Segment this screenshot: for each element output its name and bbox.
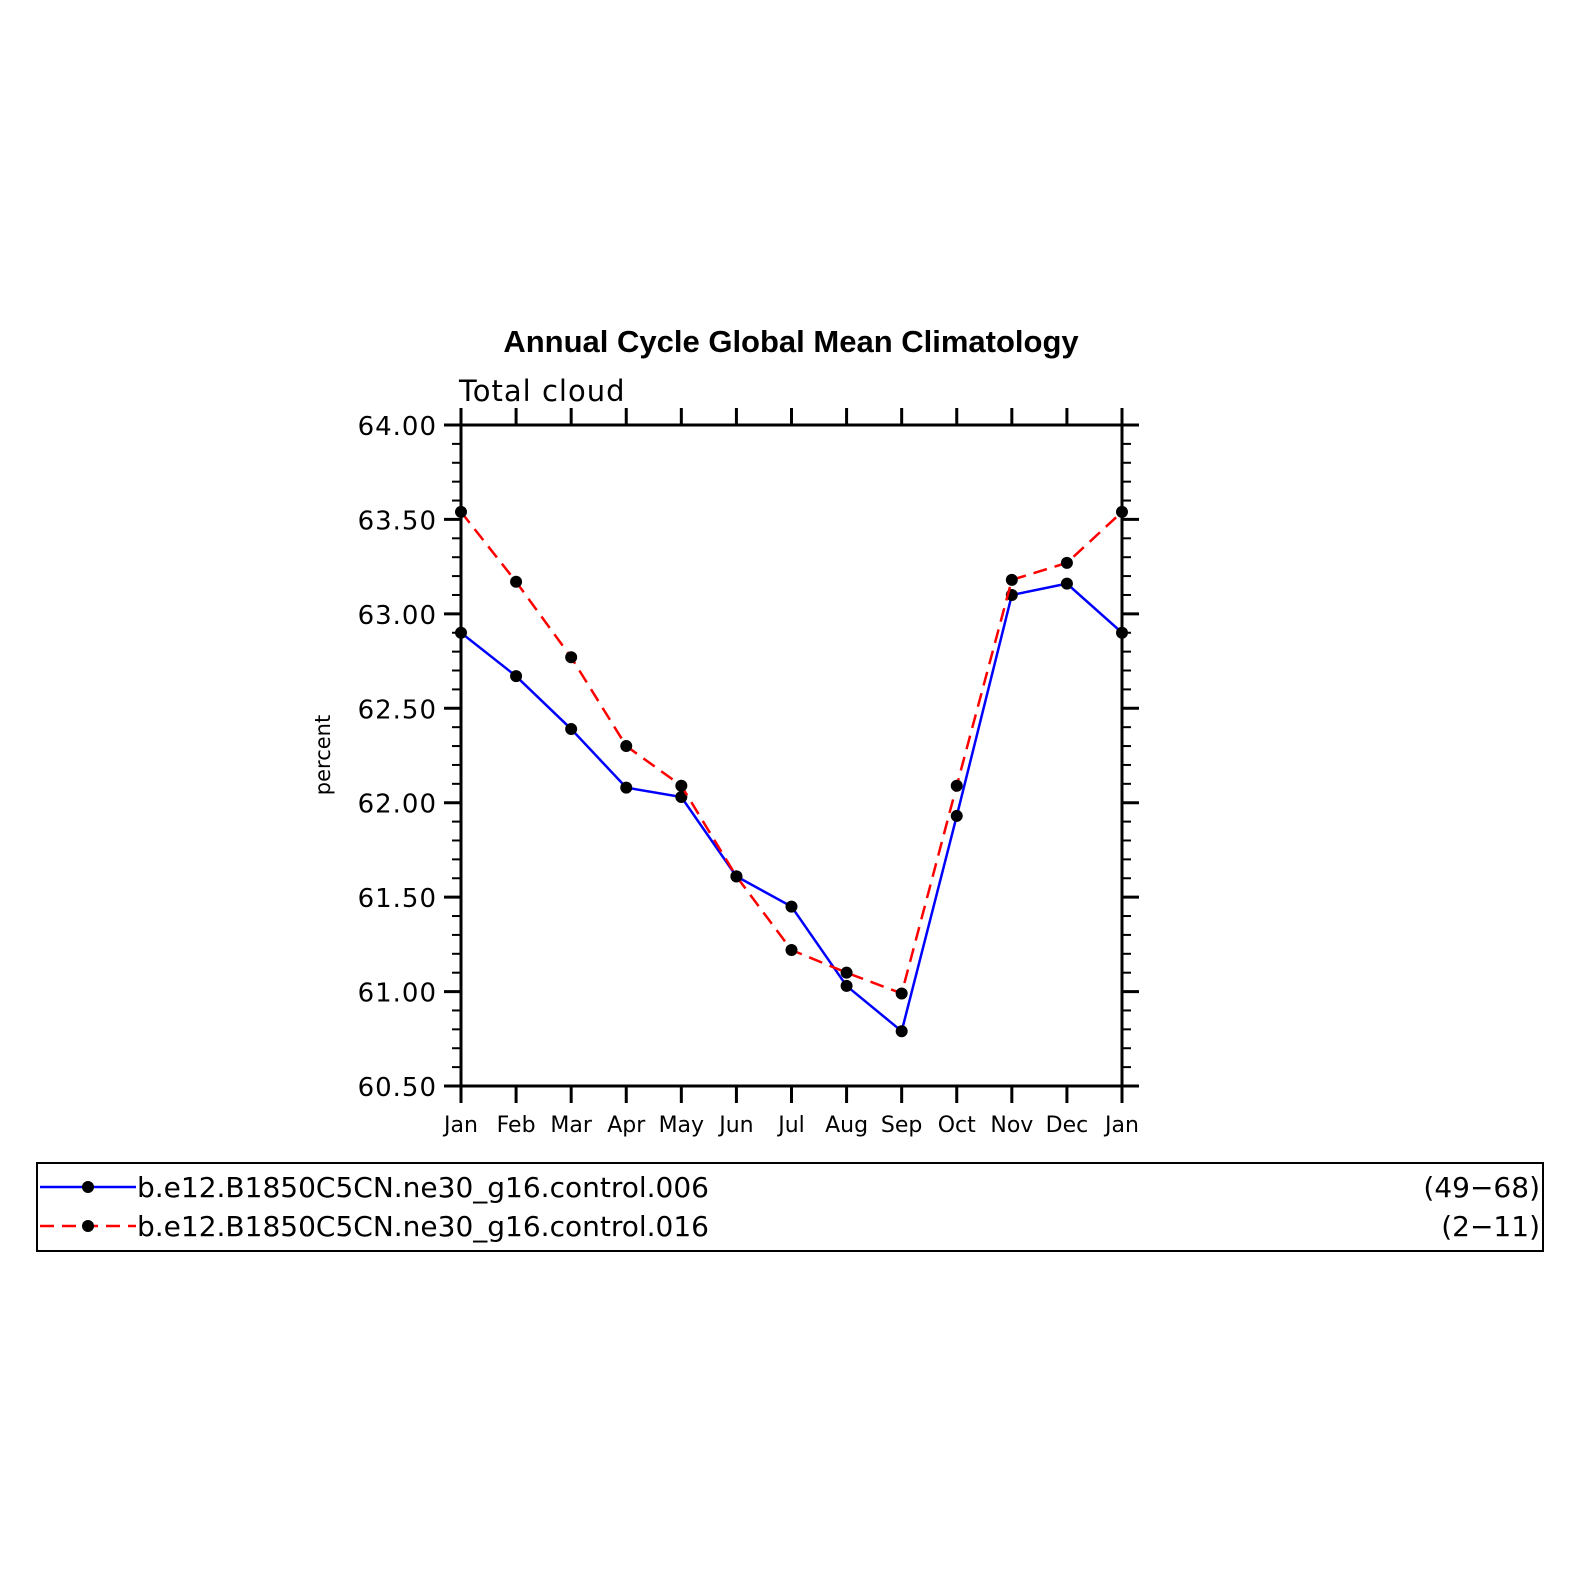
legend: b.e12.B1850C5CN.ne30_g16.control.006 (49−… xyxy=(36,1162,1544,1252)
series-line xyxy=(460,582,1123,1034)
data-point xyxy=(1116,626,1128,639)
data-series xyxy=(455,505,1128,1038)
data-point xyxy=(840,966,853,979)
chart-subtitle: Total cloud xyxy=(458,374,625,408)
data-point xyxy=(785,944,798,957)
legend-marker xyxy=(82,1220,94,1232)
x-tick-label: Apr xyxy=(607,1113,646,1138)
x-tick-label: Sep xyxy=(881,1113,922,1138)
y-tick-label: 62.50 xyxy=(358,695,437,725)
axes xyxy=(459,423,1124,1088)
y-tick-label: 61.00 xyxy=(358,979,437,1009)
y-tick-label: 63.00 xyxy=(358,601,437,631)
data-point xyxy=(950,809,963,822)
data-point xyxy=(895,987,908,1000)
x-tick-label: Mar xyxy=(550,1113,592,1138)
x-tick-label: Dec xyxy=(1046,1113,1089,1138)
x-tick-label: Feb xyxy=(497,1113,536,1138)
data-point xyxy=(620,740,633,753)
x-tick-label: Nov xyxy=(990,1113,1033,1138)
series-line xyxy=(460,510,1123,996)
y-tick-label: 61.50 xyxy=(358,884,437,914)
data-point xyxy=(675,779,688,792)
y-tick-label: 62.00 xyxy=(358,790,437,820)
data-point xyxy=(730,870,743,883)
x-tick-label: Jan xyxy=(1103,1113,1139,1138)
data-point xyxy=(510,670,523,683)
series-2 xyxy=(455,505,1128,1000)
data-point xyxy=(455,626,467,639)
plot-frame xyxy=(459,423,1124,1088)
legend-label: b.e12.B1850C5CN.ne30_g16.control.006 xyxy=(137,1171,709,1204)
data-point xyxy=(565,651,578,664)
legend-years: (49−68) xyxy=(1423,1171,1540,1204)
data-point xyxy=(840,979,853,992)
data-point xyxy=(620,781,633,794)
x-tick-label: Oct xyxy=(938,1113,976,1138)
legend-marker xyxy=(82,1181,94,1193)
legend-years: (2−11) xyxy=(1441,1210,1540,1243)
y-tick-label: 63.50 xyxy=(358,506,437,536)
x-tick-label: Aug xyxy=(825,1113,868,1138)
data-point xyxy=(950,779,963,792)
data-point xyxy=(675,791,688,804)
data-point xyxy=(1060,556,1073,569)
data-point xyxy=(785,900,798,913)
y-tick-label: 64.00 xyxy=(358,412,437,442)
legend-label: b.e12.B1850C5CN.ne30_g16.control.016 xyxy=(137,1210,709,1243)
data-point xyxy=(455,505,467,518)
y-tick-label: 60.50 xyxy=(358,1073,437,1103)
x-tick-label: May xyxy=(659,1113,704,1138)
y-axis-label: percent xyxy=(311,715,335,795)
data-point xyxy=(565,723,578,736)
data-point xyxy=(1060,577,1073,590)
data-point xyxy=(510,575,523,588)
data-point xyxy=(1005,573,1018,586)
data-point xyxy=(1116,505,1128,518)
series-1 xyxy=(455,577,1128,1038)
x-tick-label: Jun xyxy=(717,1113,753,1138)
x-tick-label: Jul xyxy=(776,1113,805,1138)
chart-title: Annual Cycle Global Mean Climatology xyxy=(503,324,1079,359)
legend-box xyxy=(36,1162,1544,1252)
x-tick-label: Jan xyxy=(442,1113,478,1138)
data-point xyxy=(895,1025,908,1038)
axis-ticks: Jan Feb Mar Apr May Jun Jul Aug Sep Oct Nov Dec Jan6… xyxy=(358,408,1139,1138)
